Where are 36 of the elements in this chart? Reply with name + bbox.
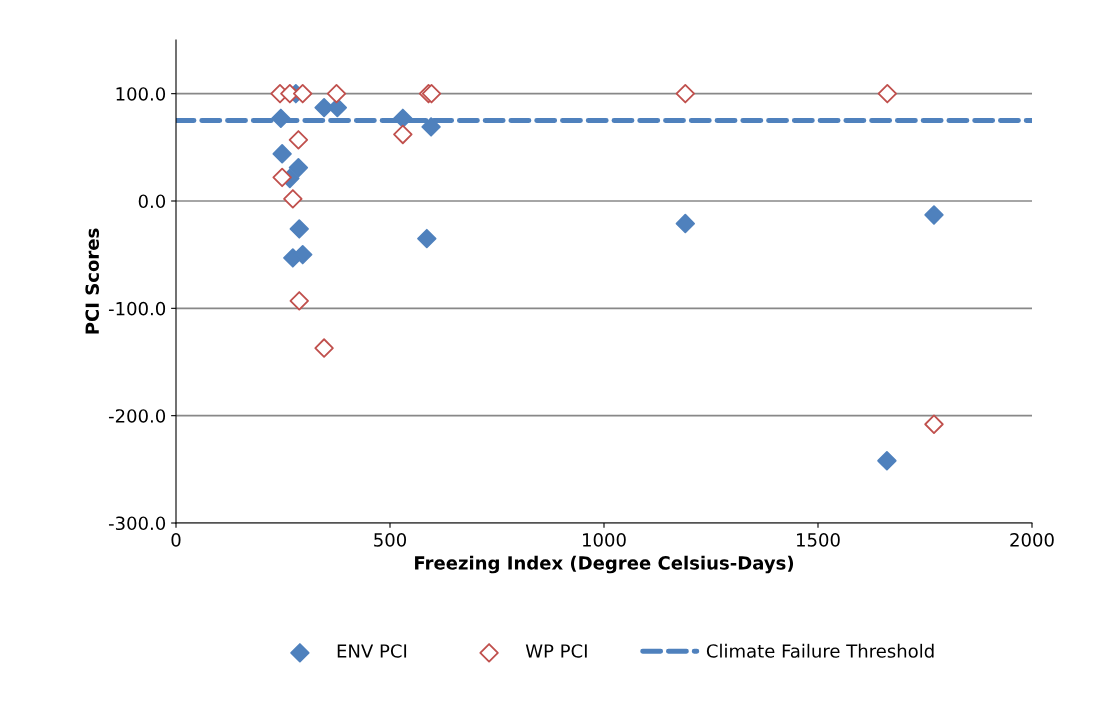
x-tick-label: 1500 [797,533,840,547]
y-axis-title: PCI Scores [85,228,100,334]
point [393,108,413,129]
point [326,83,347,104]
point [675,83,696,104]
point [289,219,309,239]
point [924,414,944,434]
x-tick-label: 1000 [583,533,626,547]
y-tick-label: -300.0 [108,516,166,531]
point [271,108,291,129]
y-tick-label: -200.0 [108,409,166,423]
point [877,451,897,471]
point [924,205,944,225]
x-tick-label: 500 [374,533,407,547]
point [289,291,309,311]
x-tick-label: 0 [171,533,181,547]
point [292,83,313,104]
y-tick-label: 100.0 [116,87,166,101]
legend-label: Climate Failure Threshold [706,643,934,658]
point [877,83,898,104]
y-tick-label: -100.0 [108,301,166,316]
point [288,130,309,150]
point [272,167,292,188]
point [417,228,437,249]
legend-label: ENV PCI [337,644,407,658]
point [675,213,696,234]
point [421,117,441,137]
point [393,124,413,145]
legend-label: WP PCI [525,644,587,658]
point [314,338,334,358]
y-tick-label: 0.0 [138,194,166,209]
x-tick-label: 2000 [1010,533,1054,547]
point [283,189,303,209]
point [272,144,292,164]
x-axis-title: Freezing Index (Degree Celsius-Days) [415,555,794,574]
point [288,158,309,178]
